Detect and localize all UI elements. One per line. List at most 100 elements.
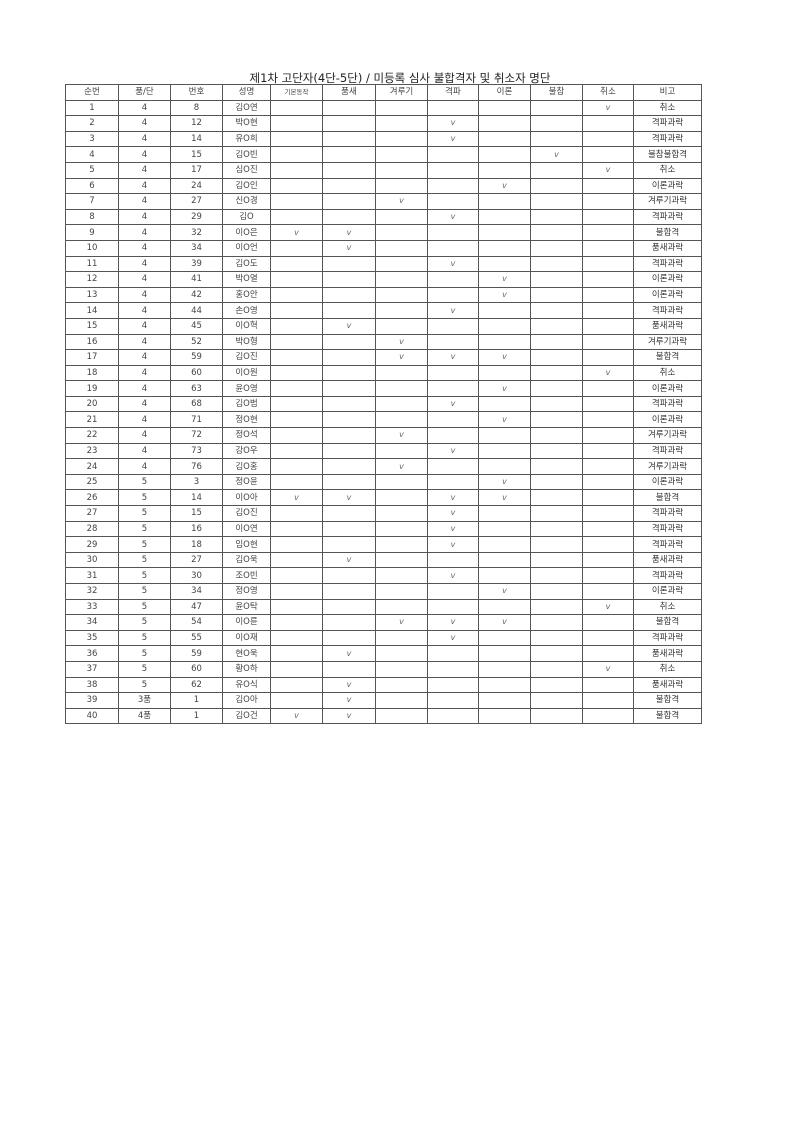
cell-grade: 4 (118, 208, 171, 226)
column-header-remark: 비고 (633, 84, 702, 101)
check-mark-absent (530, 567, 583, 584)
check-mark-kyorugi (375, 161, 428, 179)
check-mark-basic (270, 208, 323, 226)
cell-grade: 4 (118, 427, 171, 444)
check-mark-cancel (582, 489, 634, 507)
column-header-theory: 이론 (478, 84, 531, 101)
cell-remark: 겨루기과락 (633, 333, 702, 351)
check-mark-kyukpa (427, 411, 479, 429)
check-mark-theory (478, 536, 531, 553)
cell-remark: 불합격 (633, 349, 702, 366)
cell-remark: 불합격 (633, 707, 702, 725)
cell-name: 윤O영 (222, 380, 271, 397)
header-row: 순번 품/단 번호 성명 기본동작 품새 겨루기 격파 이론 불참 취소 비고 (65, 84, 702, 101)
cell-remark: 격파과락 (633, 130, 702, 148)
check-mark-cancel (582, 645, 634, 662)
cell-remark: 이론과락 (633, 271, 702, 288)
cell-number: 12 (170, 115, 223, 132)
cell-name: 강O우 (222, 442, 271, 460)
cell-seq: 23 (65, 442, 119, 460)
cell-name: 임O현 (222, 536, 271, 553)
check-mark-cancel (582, 115, 634, 132)
check-mark-theory: v (478, 411, 531, 429)
check-mark-absent (530, 333, 583, 351)
cell-grade: 5 (118, 645, 171, 662)
check-mark-cancel (582, 458, 634, 475)
cell-grade: 5 (118, 473, 171, 491)
cell-seq: 7 (65, 193, 119, 210)
check-mark-kyorugi: v (375, 349, 428, 366)
cell-name: 이O재 (222, 629, 271, 647)
check-mark-absent (530, 536, 583, 553)
check-mark-cancel: v (582, 598, 634, 616)
cell-remark: 격파과락 (633, 255, 702, 273)
check-mark-poomsae (322, 660, 376, 678)
table-row: 38 5 62 유O식 v 품새과락 (65, 676, 702, 694)
check-mark-poomsae (322, 458, 376, 475)
check-mark-basic (270, 645, 323, 662)
cell-seq: 2 (65, 115, 119, 132)
cell-remark: 취소 (633, 364, 702, 382)
cell-number: 1 (170, 692, 223, 709)
table-row: 23 4 73 강O우 v 격파과락 (65, 442, 702, 460)
check-mark-theory (478, 629, 531, 647)
cell-name: 정O영 (222, 583, 271, 600)
cell-name: 김O범 (222, 395, 271, 413)
check-mark-absent (530, 193, 583, 210)
check-mark-theory: v (478, 380, 531, 397)
check-mark-cancel: v (582, 364, 634, 382)
check-mark-kyukpa: v (427, 505, 479, 522)
check-mark-theory (478, 161, 531, 179)
cell-grade: 4 (118, 115, 171, 132)
table-row: 4 4 15 김O빈 v 불참불합격 (65, 146, 702, 163)
check-mark-basic (270, 676, 323, 694)
check-mark-kyorugi (375, 505, 428, 522)
check-mark-kyorugi (375, 286, 428, 304)
cell-seq: 37 (65, 660, 119, 678)
column-header-name: 성명 (222, 84, 271, 101)
table-row: 7 4 27 신O경 v 겨루기과락 (65, 193, 702, 210)
check-mark-theory (478, 208, 531, 226)
cell-remark: 불합격 (633, 224, 702, 241)
check-mark-kyorugi (375, 520, 428, 538)
check-mark-basic (270, 598, 323, 616)
check-mark-basic (270, 115, 323, 132)
check-mark-kyukpa (427, 224, 479, 241)
check-mark-basic (270, 427, 323, 444)
check-mark-kyukpa (427, 707, 479, 725)
cell-name: 이O아 (222, 489, 271, 507)
check-mark-kyorugi (375, 115, 428, 132)
check-mark-cancel (582, 317, 634, 335)
cell-seq: 10 (65, 239, 119, 257)
check-mark-kyorugi (375, 598, 428, 616)
cell-seq: 9 (65, 224, 119, 241)
check-mark-kyukpa: v (427, 489, 479, 507)
cell-remark: 이론과락 (633, 411, 702, 429)
cell-seq: 34 (65, 614, 119, 631)
check-mark-theory (478, 99, 531, 117)
table-row: 29 5 18 임O현 v 격파과락 (65, 536, 702, 553)
check-mark-basic: v (270, 224, 323, 241)
check-mark-theory (478, 442, 531, 460)
cell-remark: 품새과락 (633, 676, 702, 694)
check-mark-kyukpa: v (427, 349, 479, 366)
cell-grade: 4 (118, 271, 171, 288)
cell-grade: 5 (118, 660, 171, 678)
table-row: 25 5 3 정O윤 v 이론과락 (65, 473, 702, 491)
check-mark-basic (270, 536, 323, 553)
check-mark-cancel (582, 255, 634, 273)
cell-seq: 15 (65, 317, 119, 335)
cell-number: 27 (170, 551, 223, 569)
check-mark-kyukpa (427, 286, 479, 304)
check-mark-cancel (582, 271, 634, 288)
check-mark-absent (530, 707, 583, 725)
check-mark-absent (530, 427, 583, 444)
check-mark-basic (270, 411, 323, 429)
check-mark-absent (530, 551, 583, 569)
check-mark-absent (530, 629, 583, 647)
check-mark-poomsae (322, 598, 376, 616)
table-row: 33 5 47 윤O탁 v 취소 (65, 598, 702, 616)
check-mark-poomsae: v (322, 317, 376, 335)
cell-grade: 4 (118, 99, 171, 117)
check-mark-theory: v (478, 271, 531, 288)
